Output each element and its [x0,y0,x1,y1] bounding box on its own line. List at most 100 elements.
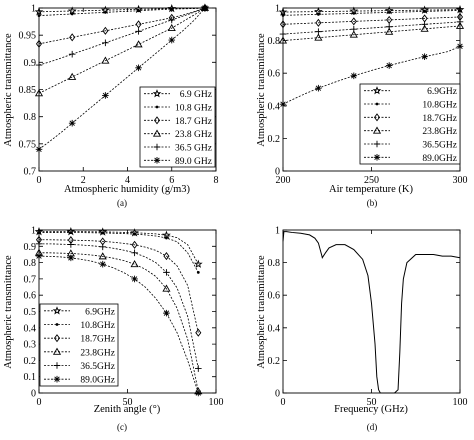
y-axis-label: Atmospheric transmittance [3,255,14,369]
y-tick-label: 0.4 [268,101,281,112]
data-point [352,11,356,15]
panel-caption: (c) [117,422,127,432]
series-line [39,252,199,392]
data-point [133,232,136,236]
series-line [282,9,461,13]
data-point [98,252,107,260]
panel-b: 200 250 300 0 0.2 0.4 0.6 0.8 1 Air temperature (… [256,4,468,209]
data-point [34,89,44,97]
data-point [131,240,138,249]
y-tick-label: 0.6 [268,69,281,80]
data-point [456,18,464,26]
series-3 [35,3,208,48]
data-point [195,328,202,337]
data-point [349,30,358,38]
series-6 [35,252,202,397]
data-point [35,145,43,153]
data-point [456,43,464,50]
legend: 6.9GHz 10.8GHz 18.7GHz 23.8GHz 36.5GHz 89.0GH… [359,83,461,165]
series-line [282,21,461,35]
legend-marker [53,334,61,343]
y-tick-label: 0.5 [24,307,37,318]
data-point [195,365,202,372]
data-point [135,28,142,35]
y-tick-label: 0.4 [24,323,37,334]
data-point [103,10,107,14]
data-point [386,15,393,24]
series-line [39,239,199,333]
series-3 [35,235,202,337]
legend: 6.9GHz 10.8GHz 18.7GHz 23.8GHz 36.5GHz 89.0GH… [39,303,119,387]
data-point [162,284,171,292]
series-line [282,231,461,394]
legend-label: 6.9GHz [427,87,457,97]
legend-box [39,303,119,387]
y-tick-label: 0.95 [19,31,37,42]
y-axis-label: Atmospheric transmittance [256,255,267,369]
legend-label: 6.9 GHz [180,90,212,100]
y-tick-label: 0 [275,167,280,178]
x-tick-label: 100 [453,397,468,408]
data-point [35,252,43,260]
data-point [201,4,209,12]
legend-marker [372,126,382,134]
data-point [99,243,107,251]
data-point [167,23,176,32]
y-tick-label: 0.7 [24,274,37,285]
y-tick-label: 0.1 [24,372,37,383]
legend-label: 23.8GHz [80,348,115,358]
panel-caption: (d) [367,422,378,432]
panel-d: 0 50 100 0 0.2 0.4 0.6 0.8 1 Frequency (GHz) Atmos… [256,226,468,433]
legend-marker [52,306,62,315]
y-tick-label: 0.6 [24,291,37,302]
panel-caption: (a) [117,198,127,208]
y-axis-label: Atmospheric transmittance [3,33,14,147]
data-point [101,56,110,64]
x-tick-label: 200 [276,175,291,186]
legend-label: 10.8 GHz [175,104,212,114]
data-point [281,13,285,17]
data-point [70,12,74,16]
data-point [131,249,138,257]
data-point [99,260,107,268]
series-4 [278,21,465,44]
series-line [38,7,206,150]
x-tick-label: 0 [37,175,42,186]
legend-marker [373,113,381,122]
data-point [137,9,140,13]
y-tick-label: 1 [31,226,36,237]
x-axis-label: Atmospheric humidity (g/m3) [64,184,190,195]
x-tick-label: 8 [214,175,219,186]
y-tick-label: 1 [275,226,280,237]
series-line [38,7,206,94]
legend-label: 89.0GHz [80,376,115,386]
legend-marker [153,157,161,164]
series-line [282,45,461,105]
y-tick-label: 1 [31,4,36,15]
x-tick-label: 300 [453,175,468,186]
data-point [69,231,73,235]
data-point [315,84,322,92]
data-point [37,231,41,234]
y-tick-label: 0.6 [268,291,281,302]
x-tick-label: 50 [367,397,377,408]
legend-label: 36.5 GHz [175,144,212,154]
data-point [69,33,76,42]
legend-label: 18.7 GHz [175,117,212,127]
legend-marker [152,129,162,137]
series-3 [279,12,464,29]
y-tick-label: 0 [275,389,280,400]
data-point [102,26,109,35]
x-tick-label: 0 [281,397,286,408]
x-axis-label: Frequency (GHz) [334,404,408,415]
data-point [196,270,200,274]
series-1 [34,3,210,16]
data-point [195,389,202,397]
y-tick-label: 1 [275,4,280,15]
data-point [68,50,76,58]
data-point [385,27,394,35]
y-tick-label: 0.8 [268,258,281,269]
data-point [385,23,393,31]
series-line [38,7,206,45]
y-tick-label: 0.3 [24,340,37,351]
